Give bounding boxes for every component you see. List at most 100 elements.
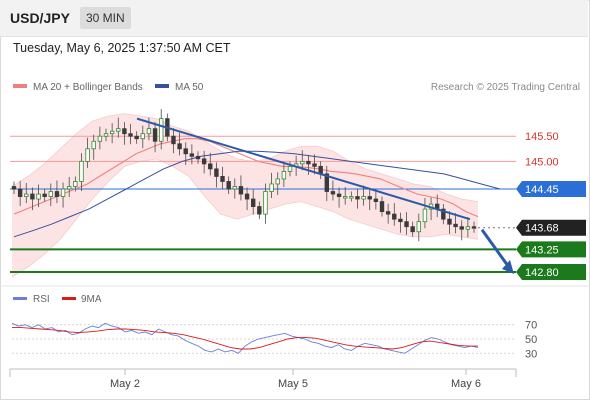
level-label-support_2: 142.80 xyxy=(525,267,559,279)
candle-body xyxy=(54,191,60,197)
x-tick-label: May 2 xyxy=(110,378,140,390)
candle-body xyxy=(226,181,231,190)
candle-body xyxy=(73,181,78,187)
credit-label: Research © 2025 Trading Central xyxy=(431,82,580,93)
candle-body xyxy=(140,133,145,140)
candle-body xyxy=(214,168,219,177)
candle-body xyxy=(244,193,250,200)
level-tag-current xyxy=(516,219,586,236)
rsi-panel: 70 50 30 xyxy=(11,320,537,360)
bollinger-lower-line xyxy=(11,158,479,278)
candle-body xyxy=(128,133,133,137)
candle-body xyxy=(67,186,72,190)
candles xyxy=(11,109,477,242)
candle-body xyxy=(330,191,336,195)
candle-body xyxy=(103,133,109,137)
candle-body xyxy=(171,135,176,145)
projection-arrow-shaft xyxy=(480,228,510,267)
candle-body xyxy=(416,221,421,233)
rsi-legend-label: RSI xyxy=(33,294,50,305)
candle-body xyxy=(422,208,428,223)
candle-body xyxy=(152,128,158,142)
candle-body xyxy=(183,148,188,155)
candle-body xyxy=(257,206,262,215)
x-axis-ticks: May 2 May 5 May 6 xyxy=(110,369,481,390)
candle-body xyxy=(342,196,348,199)
candle-body xyxy=(146,128,152,135)
bollinger-upper-line xyxy=(11,113,479,202)
annotations xyxy=(136,117,514,274)
level-label-resistance_2: 145.50 xyxy=(525,131,559,143)
level-label-current: 143.68 xyxy=(525,223,559,235)
rsi-ma-legend-swatch xyxy=(62,297,76,300)
level-tag-support_1 xyxy=(516,241,586,258)
ma50-line xyxy=(13,150,501,238)
candle-body xyxy=(17,188,23,197)
datetime-label: Tuesday, May 6, 2025 1:37:50 AM CET xyxy=(13,41,231,55)
candle-body xyxy=(250,198,256,207)
rsi-tick-label: 50 xyxy=(525,334,537,346)
candle-body xyxy=(79,160,84,182)
candle-body xyxy=(459,226,464,230)
candle-body xyxy=(312,163,317,167)
ma50-legend-swatch xyxy=(155,84,169,88)
candle-body xyxy=(306,160,311,165)
candle-body xyxy=(134,135,139,140)
level-tag-pivot xyxy=(516,181,586,197)
rsi-legend-swatch xyxy=(13,297,27,300)
candle-body xyxy=(465,226,471,230)
legend: MA 20 + Bollinger Bands MA 50 Research ©… xyxy=(13,82,580,93)
moving-averages xyxy=(13,138,501,238)
projection-arrow-head xyxy=(502,259,514,274)
timeframe-badge[interactable]: 30 MIN xyxy=(80,7,131,29)
level-label-support_1: 143.25 xyxy=(525,244,559,256)
candle-body xyxy=(97,135,103,142)
candle-body xyxy=(189,153,195,157)
candle-body xyxy=(441,208,446,220)
candle-body xyxy=(287,165,293,172)
rsi-legend: RSI 9MA xyxy=(13,294,102,305)
candle-body xyxy=(263,191,268,215)
symbol-title: USD/JPY xyxy=(10,10,70,26)
candle-body xyxy=(158,118,164,142)
ma50-legend-label: MA 50 xyxy=(175,82,204,93)
candle-body xyxy=(281,171,287,180)
candle-body xyxy=(355,196,360,200)
candle-body xyxy=(379,201,385,213)
candle-body xyxy=(367,196,372,200)
rsi-ma-line xyxy=(12,327,478,350)
candle-body xyxy=(471,226,477,229)
level-label-pivot: 144.45 xyxy=(525,184,559,196)
candle-body xyxy=(300,160,305,165)
candle-body xyxy=(208,163,213,170)
candle-body xyxy=(220,176,225,182)
candle-body xyxy=(398,218,403,223)
candle-body xyxy=(238,186,244,195)
candle-body xyxy=(195,155,201,160)
chart-header: USD/JPY 30 MIN xyxy=(0,0,588,37)
candle-body xyxy=(336,193,342,197)
ma20-line xyxy=(13,138,479,218)
candle-body xyxy=(232,186,237,190)
candle-body xyxy=(361,196,366,200)
candle-body xyxy=(201,158,207,165)
candle-body xyxy=(447,218,452,225)
candle-body xyxy=(24,193,29,197)
resistance-trendline xyxy=(136,117,471,221)
candle-body xyxy=(373,198,379,202)
x-tick-label: May 6 xyxy=(451,378,481,390)
candle-body xyxy=(48,191,53,197)
candle-body xyxy=(269,183,274,192)
candle-body xyxy=(36,193,41,200)
candle-body xyxy=(275,178,280,185)
ma20-legend-swatch xyxy=(13,84,27,88)
candle-body xyxy=(116,128,121,132)
candle-body xyxy=(60,188,66,197)
price-levels: 145.50 145.00 144.45 143.68 143.25 142.80 xyxy=(10,131,586,280)
x-tick-label: May 5 xyxy=(278,378,308,390)
candle-body xyxy=(324,173,329,192)
candle-body xyxy=(385,211,391,215)
candle-body xyxy=(453,223,458,228)
candle-body xyxy=(177,143,182,150)
